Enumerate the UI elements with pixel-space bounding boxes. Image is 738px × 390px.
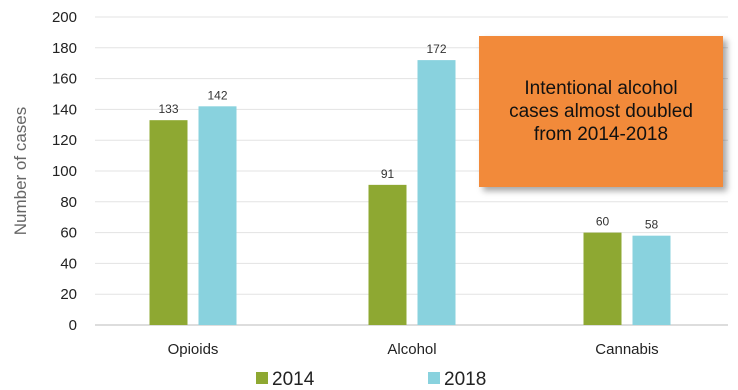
legend-swatch-2014: [256, 372, 268, 384]
y-tick-label: 120: [52, 132, 77, 149]
annotation-text: Intentional alcohol cases almost doubled…: [509, 78, 693, 145]
bar-opioids-2018: [198, 106, 237, 325]
data-label: 58: [645, 218, 659, 232]
legend-swatch-2018: [428, 372, 440, 384]
data-label: 142: [207, 88, 227, 102]
y-tick-label: 80: [60, 194, 77, 211]
legend-label: 2014: [272, 369, 315, 390]
bar-alcohol-2018: [417, 60, 456, 326]
data-label: 91: [381, 167, 395, 181]
legend-label: 2018: [444, 369, 486, 390]
bars: 133 142 91 172 60 58: [149, 42, 671, 326]
x-axis: Opioids Alcohol Cannabis: [168, 341, 659, 358]
bar-alcohol-2014: [368, 184, 407, 325]
x-category-label: Cannabis: [595, 341, 658, 358]
data-label: 172: [426, 42, 446, 56]
y-tick-label: 160: [52, 71, 77, 88]
y-tick-label: 140: [52, 101, 77, 118]
data-label: 60: [596, 215, 610, 229]
y-tick-label: 200: [52, 9, 77, 26]
bar-cannabis-2014: [583, 232, 622, 325]
x-category-label: Alcohol: [387, 341, 436, 358]
data-label: 133: [158, 102, 178, 116]
y-tick-label: 60: [60, 225, 77, 242]
annotation-callout: Intentional alcohol cases almost doubled…: [479, 36, 723, 187]
legend: 2014 2018: [256, 369, 486, 390]
y-tick-label: 0: [69, 317, 77, 334]
y-tick-label: 100: [52, 163, 77, 180]
y-axis: 0 20 40 60 80 100 120 140 160 180 200: [52, 9, 77, 334]
y-axis-label: Number of cases: [11, 107, 30, 236]
y-tick-label: 20: [60, 286, 77, 303]
y-tick-label: 40: [60, 255, 77, 272]
bar-cannabis-2018: [632, 235, 671, 325]
y-tick-label: 180: [52, 40, 77, 57]
x-category-label: Opioids: [168, 341, 219, 358]
bar-opioids-2014: [149, 120, 188, 326]
